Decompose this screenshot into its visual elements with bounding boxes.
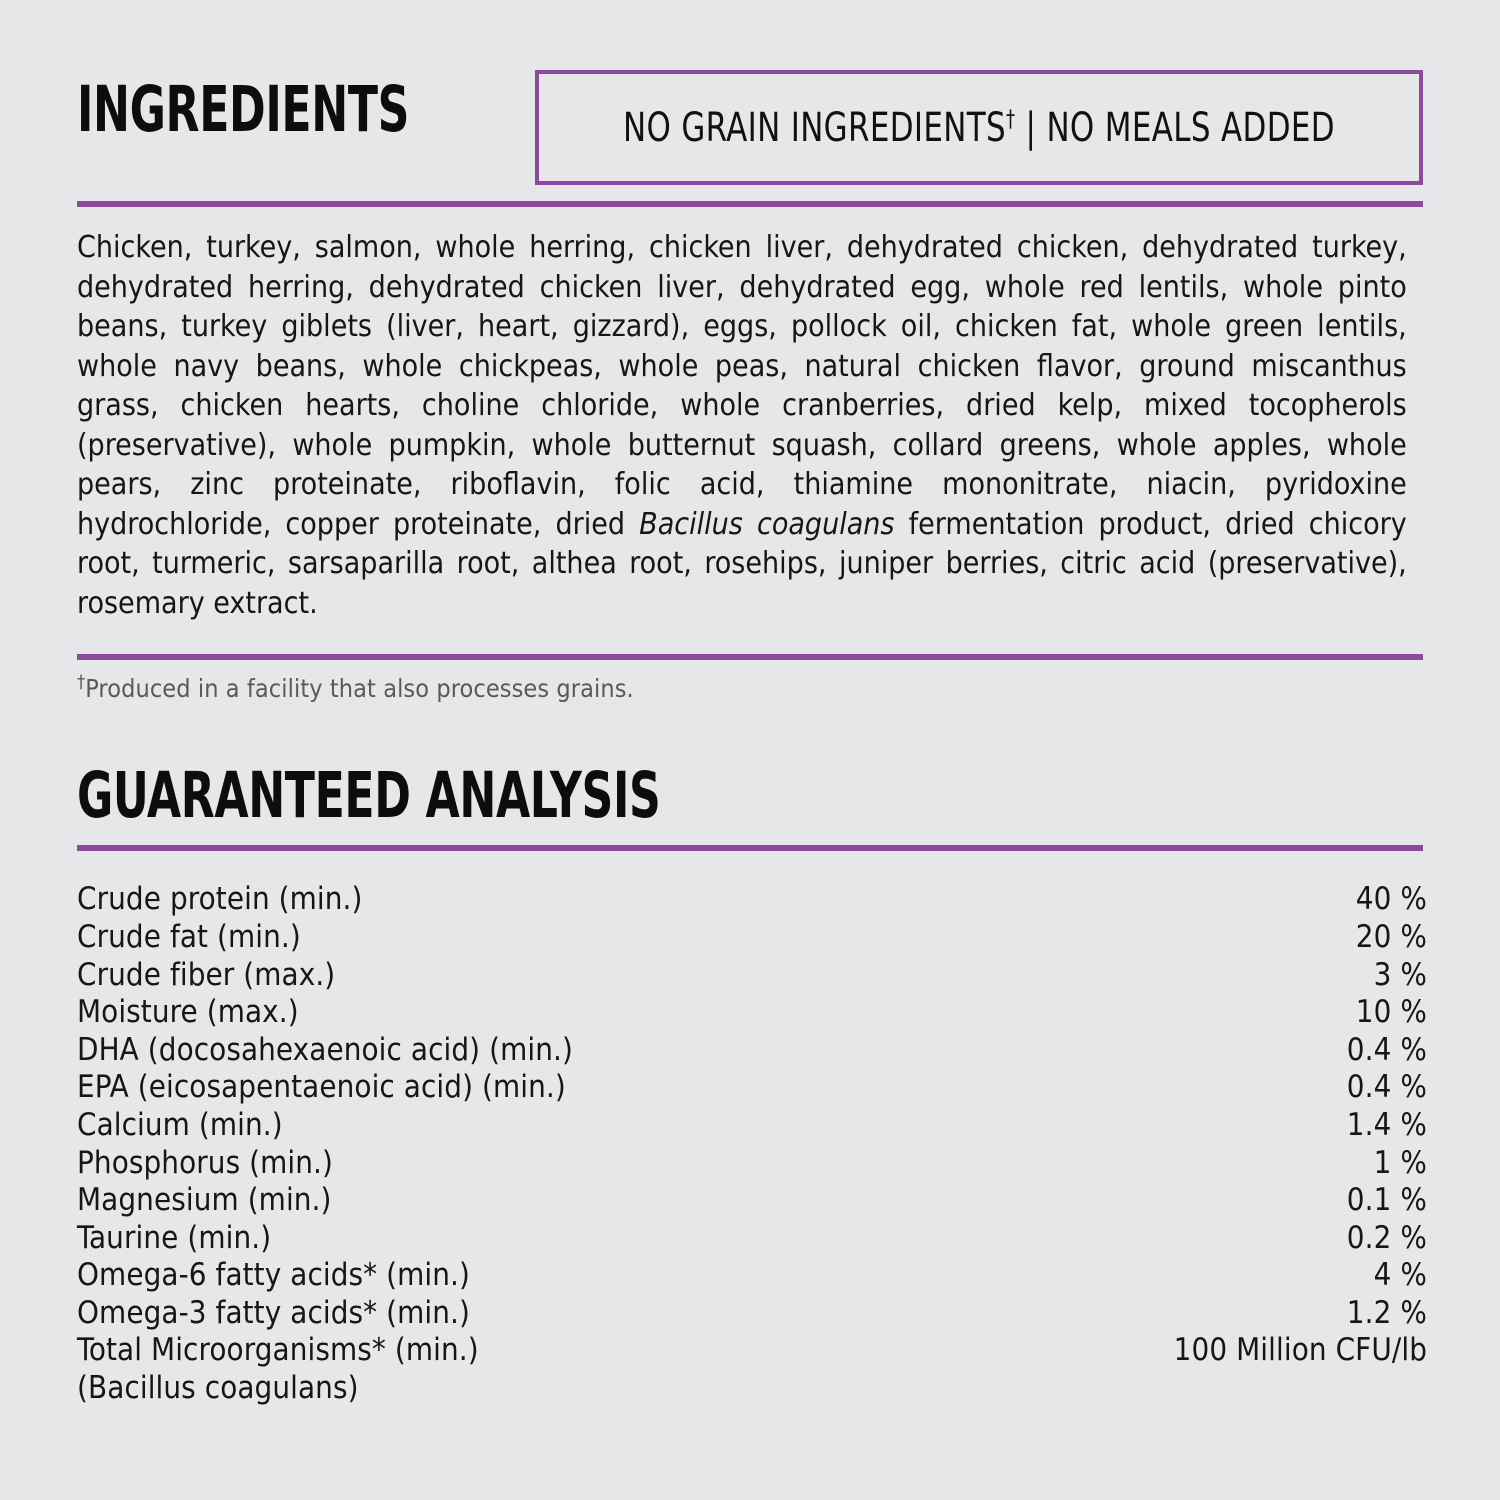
no-grain-badge-text: NO GRAIN INGREDIENTS† | NO MEALS ADDED	[623, 105, 1335, 151]
analysis-value: 1.4 %	[1346, 1106, 1427, 1143]
analysis-label: Phosphorus (min.)	[77, 1144, 333, 1181]
footnote-text: Produced in a facility that also process…	[85, 673, 634, 703]
analysis-value: 0.4 %	[1346, 1031, 1427, 1068]
table-row: Phosphorus (min.) 1 %	[77, 1145, 1427, 1183]
table-row: DHA (docosahexaenoic acid) (min.) 0.4 %	[77, 1032, 1427, 1070]
analysis-value: 3 %	[1373, 956, 1427, 993]
ingredients-title: INGREDIENTS	[77, 73, 410, 146]
analysis-value: 0.2 %	[1346, 1219, 1427, 1256]
analysis-label: Total Microorganisms* (min.)	[77, 1332, 479, 1369]
analysis-label: Crude fat (min.)	[77, 918, 301, 955]
table-row: Total Microorganisms* (min.) 100 Million…	[77, 1332, 1427, 1370]
table-row: Crude protein (min.) 40 %	[77, 881, 1427, 919]
guaranteed-analysis-list: Crude protein (min.) 40 % Crude fat (min…	[77, 881, 1427, 1407]
table-row: Calcium (min.) 1.4 %	[77, 1107, 1427, 1145]
analysis-value: 10 %	[1355, 994, 1427, 1031]
table-row: EPA (eicosapentaenoic acid) (min.) 0.4 %	[77, 1069, 1427, 1107]
analysis-value: 0.4 %	[1346, 1069, 1427, 1106]
analysis-label: DHA (docosahexaenoic acid) (min.)	[77, 1031, 573, 1068]
guaranteed-analysis-title: GUARANTEED ANALYSIS	[77, 758, 661, 832]
analysis-label: Magnesium (min.)	[77, 1182, 332, 1219]
table-row: Crude fiber (max.) 3 %	[77, 957, 1427, 995]
table-row: Omega-3 fatty acids* (min.) 1.2 %	[77, 1295, 1427, 1333]
table-row: Crude fat (min.) 20 %	[77, 919, 1427, 957]
table-row: Magnesium (min.) 0.1 %	[77, 1182, 1427, 1220]
footnote-dagger-icon: †	[77, 671, 86, 693]
badge-text-after-dagger: | NO MEALS ADDED	[1015, 104, 1336, 151]
analysis-value: 40 %	[1355, 881, 1427, 918]
ingredients-text-part-2: fermentation product, dried chicory root…	[77, 506, 1407, 621]
analysis-value: 1.2 %	[1346, 1294, 1427, 1331]
analysis-value: 20 %	[1355, 918, 1427, 955]
badge-dagger-icon: †	[1006, 105, 1016, 133]
analysis-value: 0.1 %	[1346, 1182, 1427, 1219]
analysis-label: Moisture (max.)	[77, 994, 299, 1031]
badge-text-before-dagger: NO GRAIN INGREDIENTS	[623, 104, 1007, 151]
table-row: Moisture (max.) 10 %	[77, 994, 1427, 1032]
analysis-value: 100 Million CFU/lb	[1173, 1332, 1427, 1369]
ingredients-divider-top	[77, 201, 1423, 207]
ingredients-text-italic-species: Bacillus coagulans	[639, 506, 895, 542]
ingredients-footnote: †Produced in a facility that also proces…	[77, 671, 1423, 703]
analysis-value: 1 %	[1373, 1144, 1427, 1181]
ingredients-divider-bottom	[77, 653, 1423, 660]
table-row: (Bacillus coagulans)	[77, 1370, 1427, 1408]
analysis-label: Crude protein (min.)	[77, 881, 363, 918]
guaranteed-analysis-divider	[77, 845, 1423, 852]
ingredients-header: INGREDIENTS NO GRAIN INGREDIENTS† | NO M…	[77, 0, 1423, 185]
table-row: Taurine (min.) 0.2 %	[77, 1220, 1427, 1258]
ingredients-text: Chicken, turkey, salmon, whole herring, …	[77, 228, 1407, 623]
analysis-label: Crude fiber (max.)	[77, 956, 336, 993]
analysis-label: Taurine (min.)	[77, 1219, 272, 1256]
analysis-label: EPA (eicosapentaenoic acid) (min.)	[77, 1069, 566, 1106]
table-row: Omega-6 fatty acids* (min.) 4 %	[77, 1257, 1427, 1295]
analysis-label: (Bacillus coagulans)	[77, 1370, 359, 1407]
analysis-value: 4 %	[1373, 1257, 1427, 1294]
no-grain-badge: NO GRAIN INGREDIENTS† | NO MEALS ADDED	[535, 70, 1423, 185]
analysis-label: Omega-6 fatty acids* (min.)	[77, 1257, 470, 1294]
guaranteed-analysis-header: GUARANTEED ANALYSIS	[77, 703, 1423, 832]
analysis-label: Calcium (min.)	[77, 1106, 283, 1143]
ingredients-text-part-1: Chicken, turkey, salmon, whole herring, …	[77, 230, 1407, 542]
analysis-label: Omega-3 fatty acids* (min.)	[77, 1294, 470, 1331]
